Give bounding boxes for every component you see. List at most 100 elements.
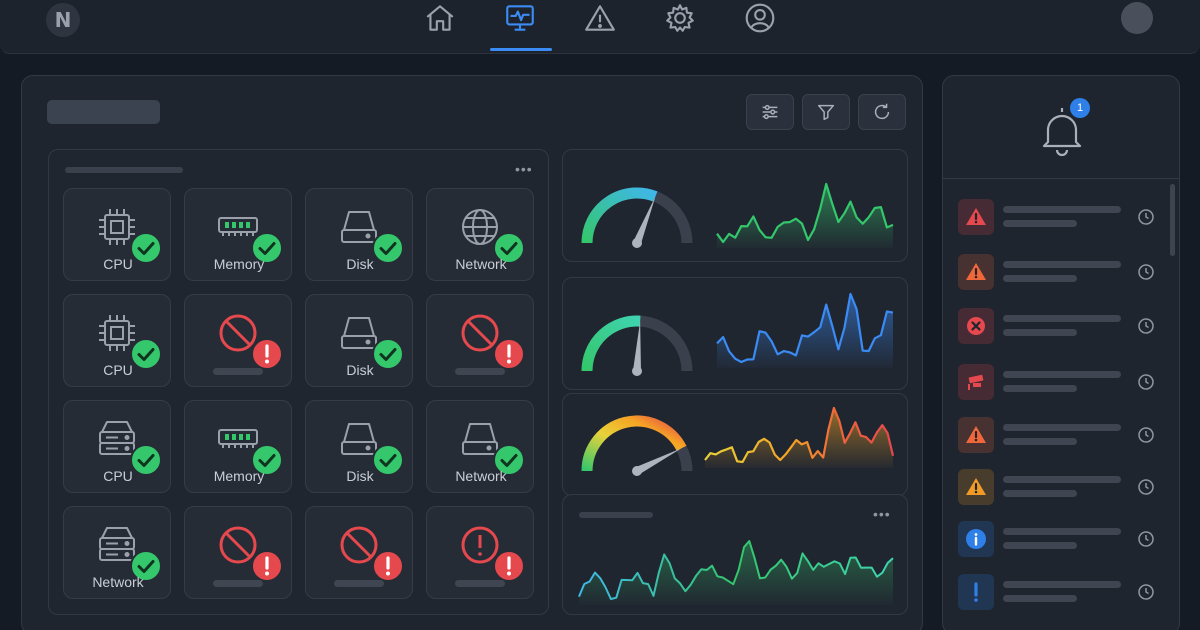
filter-button[interactable] — [802, 94, 850, 130]
alert-row[interactable] — [943, 195, 1173, 239]
timeline-chart-card[interactable]: ••• — [562, 494, 908, 615]
clock-icon[interactable] — [1137, 583, 1155, 601]
sliders-button[interactable] — [746, 94, 794, 130]
error-badge-icon — [251, 550, 283, 582]
active-tab-indicator — [490, 48, 552, 51]
sparkline-area — [705, 408, 893, 468]
nav-monitor-pulse-icon[interactable] — [500, 0, 540, 36]
status-tile-label-placeholder — [213, 368, 263, 375]
refresh-button[interactable] — [858, 94, 906, 130]
alert-row[interactable] — [943, 413, 1173, 457]
status-tile-blocked[interactable] — [184, 294, 292, 387]
check-circle-icon — [493, 232, 525, 264]
timeline-area — [579, 541, 893, 605]
panel-title-placeholder — [47, 100, 160, 124]
clock-icon[interactable] — [1137, 373, 1155, 391]
timeline-more-icon[interactable]: ••• — [873, 506, 891, 522]
alerts-panel: 1 — [942, 75, 1180, 630]
app-logo[interactable]: N — [46, 3, 80, 37]
alerts-scrollbar[interactable] — [1170, 184, 1175, 256]
alert-title-placeholder — [1003, 424, 1121, 431]
alert-row[interactable] — [943, 570, 1173, 614]
refresh-icon — [874, 103, 890, 120]
status-tile-memory[interactable]: Memory — [184, 188, 292, 281]
check-circle-icon — [130, 444, 162, 476]
status-tile-server[interactable]: Network — [63, 506, 171, 599]
status-tile-disk[interactable]: Disk — [305, 400, 413, 493]
filter-icon — [817, 104, 835, 121]
sparkline — [716, 182, 894, 244]
clock-icon[interactable] — [1137, 530, 1155, 548]
clock-icon[interactable] — [1137, 426, 1155, 444]
top-navigation-bar: N — [0, 0, 1200, 54]
alert-row[interactable] — [943, 360, 1173, 404]
warning-triangle-icon — [958, 469, 994, 505]
alert-row[interactable] — [943, 250, 1173, 294]
check-circle-icon — [251, 444, 283, 476]
bell-icon[interactable] — [1031, 100, 1093, 162]
alert-title-placeholder — [1003, 261, 1121, 268]
nav-user-icon[interactable] — [740, 0, 780, 36]
clock-icon[interactable] — [1137, 208, 1155, 226]
gauge-hub — [632, 466, 642, 476]
memory-icon — [215, 204, 261, 250]
clock-icon[interactable] — [1137, 317, 1155, 335]
status-tile-cpu[interactable]: CPU — [63, 294, 171, 387]
status-tile-label-placeholder — [334, 580, 384, 587]
metric-card-green[interactable] — [562, 149, 908, 262]
sliders-icon — [762, 104, 778, 120]
check-circle-icon — [372, 232, 404, 264]
status-tile-label: Network — [92, 574, 144, 590]
blocked-icon — [336, 522, 382, 568]
alert-subtitle-placeholder — [1003, 329, 1077, 336]
status-tile-blocked[interactable] — [426, 294, 534, 387]
nav-gear-icon[interactable] — [660, 0, 700, 36]
alert-row[interactable] — [943, 517, 1173, 561]
alert-subtitle-placeholder — [1003, 220, 1077, 227]
status-tile-disk[interactable]: Network — [426, 400, 534, 493]
status-tile-cpu[interactable]: CPU — [63, 188, 171, 281]
disk-icon — [336, 204, 382, 250]
avatar[interactable] — [1121, 2, 1153, 34]
status-tile-label: Network — [455, 256, 507, 272]
status-panel-title-placeholder — [65, 167, 183, 173]
nav-home-icon[interactable] — [420, 0, 460, 36]
metric-card-blue[interactable] — [562, 277, 908, 390]
error-badge-icon — [493, 338, 525, 370]
nav-warning-triangle-icon[interactable] — [580, 0, 620, 36]
status-tile-label-placeholder — [455, 368, 505, 375]
metric-card-heat[interactable] — [562, 393, 908, 496]
status-tile-label: CPU — [103, 256, 133, 272]
status-tile-label: Disk — [346, 468, 374, 484]
gauge-needle — [633, 196, 656, 245]
gauge-hub — [632, 238, 642, 248]
alert-row[interactable] — [943, 465, 1173, 509]
status-tile-blocked[interactable] — [184, 506, 292, 599]
status-tile-label: Disk — [346, 256, 374, 272]
alert-title-placeholder — [1003, 371, 1121, 378]
status-panel-more-icon[interactable]: ••• — [515, 161, 533, 177]
status-tile-memory[interactable]: Memory — [184, 400, 292, 493]
close-circle-icon — [958, 308, 994, 344]
status-tile-blocked[interactable] — [305, 506, 413, 599]
status-tile-disk[interactable]: Disk — [305, 188, 413, 281]
cpu-icon — [94, 310, 140, 356]
status-tile-label-placeholder — [455, 580, 505, 587]
status-tile-label: Memory — [213, 468, 265, 484]
clock-icon[interactable] — [1137, 478, 1155, 496]
sparkline-area — [717, 184, 893, 248]
check-circle-icon — [251, 232, 283, 264]
info-circle-icon — [958, 521, 994, 557]
memory-icon — [215, 416, 261, 462]
check-circle-icon — [372, 338, 404, 370]
alert-subtitle-placeholder — [1003, 542, 1077, 549]
status-tile-label: CPU — [103, 362, 133, 378]
alert-row[interactable] — [943, 304, 1173, 348]
clock-icon[interactable] — [1137, 263, 1155, 281]
status-tile-network[interactable]: Network — [426, 188, 534, 281]
status-tile-disk[interactable]: Disk — [305, 294, 413, 387]
status-tile-alert[interactable] — [426, 506, 534, 599]
timeline-title-placeholder — [579, 512, 653, 518]
alert-subtitle-placeholder — [1003, 490, 1077, 497]
status-tile-server[interactable]: CPU — [63, 400, 171, 493]
